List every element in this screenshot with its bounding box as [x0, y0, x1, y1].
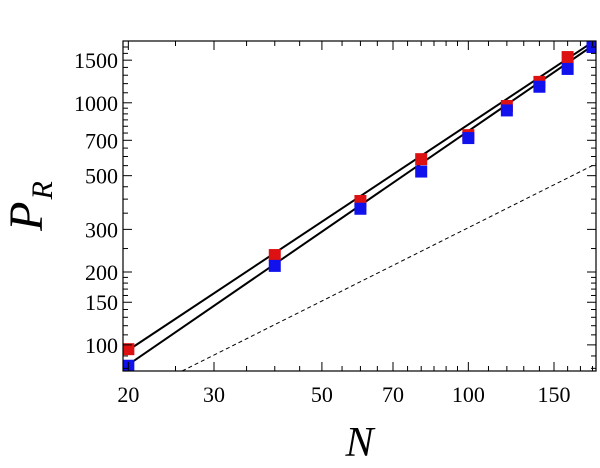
y-tick-label: 200: [85, 260, 118, 285]
y-axis-title-main: P: [0, 202, 53, 232]
y-tick-label: 300: [85, 217, 118, 242]
blue-marker: [462, 132, 475, 145]
y-tick-label: 700: [85, 128, 118, 153]
y-tick-label: 1500: [74, 48, 118, 73]
blue-marker: [268, 259, 281, 272]
red-marker: [415, 153, 428, 166]
x-tick-label: 100: [452, 382, 485, 407]
blue-marker: [500, 104, 513, 117]
red-marker: [123, 343, 135, 356]
x-tick-label: 20: [117, 382, 139, 407]
y-tick-label: 100: [85, 333, 118, 358]
y-tick-labels: 100 150 200 300 500 700 1000 1500: [74, 48, 118, 358]
x-axis-title: N: [344, 420, 375, 466]
red-marker: [561, 51, 574, 64]
x-tick-labels: 20 30 50 70 100 150: [117, 382, 570, 407]
plot-frame: [122, 40, 597, 372]
reference-dashed-line: [181, 163, 596, 371]
y-axis-title-subscript: R: [26, 181, 59, 200]
x-tick-label: 150: [537, 382, 570, 407]
axis-ticks: [123, 41, 596, 371]
x-tick-label: 70: [382, 382, 404, 407]
y-tick-label: 500: [85, 164, 118, 189]
x-tick-label: 50: [311, 382, 333, 407]
y-tick-label: 150: [85, 290, 118, 315]
blue-marker: [533, 80, 546, 93]
blue-marker: [415, 165, 428, 178]
y-axis-title: PR: [0, 181, 59, 232]
red-marker: [268, 249, 281, 262]
y-tick-label: 1000: [74, 91, 118, 116]
x-tick-label: 30: [203, 382, 225, 407]
blue-marker: [354, 202, 367, 215]
blue-marker: [561, 62, 574, 75]
